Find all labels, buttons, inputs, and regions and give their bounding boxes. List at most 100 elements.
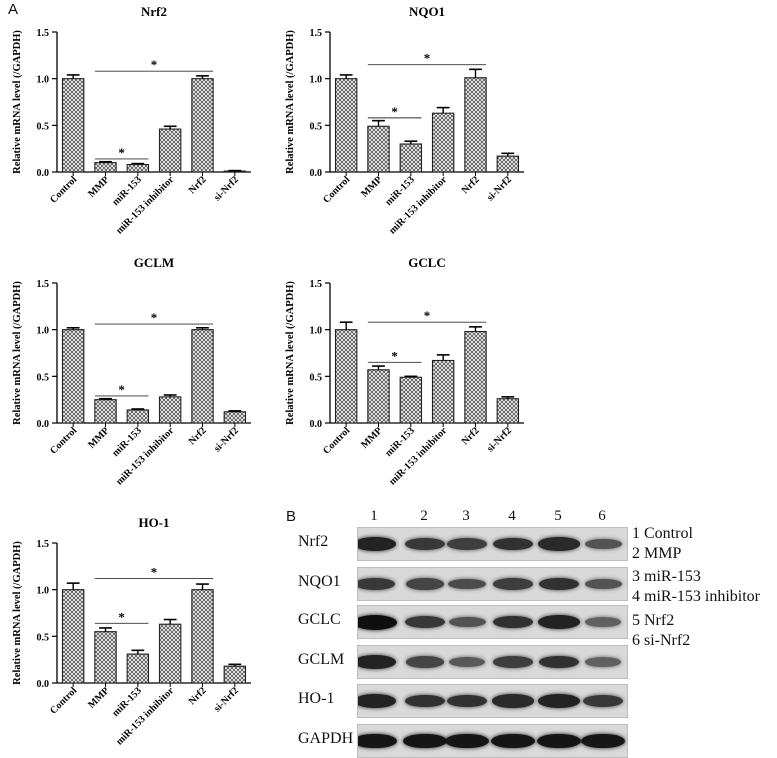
significance-star: * bbox=[151, 310, 158, 325]
bar bbox=[94, 399, 117, 424]
significance-star: * bbox=[118, 609, 125, 624]
blot-band bbox=[538, 615, 580, 629]
blot-band bbox=[492, 694, 534, 708]
chart-3: GCLC 0.0 0.5 1.0 1.5 Relative mRNA level (/GA… bbox=[285, 255, 524, 488]
x-tick-label: Control bbox=[48, 425, 79, 456]
bar bbox=[399, 376, 423, 424]
blot-row-label: GCLM bbox=[298, 651, 345, 668]
blot-strip bbox=[357, 605, 628, 639]
blot-band bbox=[538, 577, 580, 591]
bar bbox=[367, 369, 390, 424]
y-tick-label: 1.0 bbox=[37, 586, 50, 597]
blot-band bbox=[538, 655, 580, 669]
y-tick-label: 1.5 bbox=[310, 28, 323, 39]
blot-band bbox=[584, 578, 622, 590]
blot-strip bbox=[357, 684, 628, 718]
bar bbox=[496, 398, 520, 424]
blot-legend-item: 5 Nrf2 bbox=[632, 612, 675, 629]
blot-band bbox=[448, 656, 486, 668]
bar bbox=[223, 665, 247, 684]
blot-band bbox=[403, 733, 447, 749]
lane-number: 4 bbox=[508, 508, 516, 524]
blot-strip bbox=[357, 567, 628, 601]
chart-0: Nrf2 0.0 0.5 1.0 1.5 Relative mRNA level (/GA… bbox=[12, 4, 251, 237]
chart-title: Nrf2 bbox=[141, 4, 167, 19]
y-tick-label: 0.0 bbox=[37, 419, 50, 430]
chart-1: NQO1 0.0 0.5 1.0 1.5 Relative mRNA level (/GA… bbox=[285, 4, 524, 237]
blot-band bbox=[491, 733, 535, 749]
blot-row-label: NQO1 bbox=[298, 573, 341, 590]
blot-strip bbox=[357, 724, 628, 758]
bar bbox=[431, 112, 455, 173]
y-tick-label: 0.0 bbox=[310, 419, 323, 430]
panel-a-label: A bbox=[8, 1, 19, 18]
blot-band bbox=[358, 655, 396, 669]
blot-legend-item: 3 miR-153 bbox=[632, 568, 701, 585]
blot-legend-item: 6 si-Nrf2 bbox=[632, 632, 691, 649]
x-tick-label: Nrf2 bbox=[460, 174, 482, 196]
x-tick-label: miR-153 inhibitor bbox=[387, 174, 450, 237]
y-axis-label: Relative mRNA level (/GAPDH) bbox=[285, 30, 296, 174]
x-tick-label: MMP bbox=[359, 425, 384, 450]
significance-star: * bbox=[391, 348, 398, 363]
x-tick-label: miR-153 inhibitor bbox=[114, 174, 177, 237]
bar bbox=[158, 128, 182, 173]
bar bbox=[191, 329, 214, 424]
x-tick-label: Nrf2 bbox=[187, 174, 209, 196]
y-tick-label: 0.5 bbox=[37, 632, 50, 643]
x-tick-label: Control bbox=[321, 425, 352, 456]
blot-band bbox=[405, 615, 445, 629]
blot-band bbox=[448, 578, 486, 590]
x-tick-label: si-Nrf2 bbox=[212, 425, 241, 454]
lane-number: 2 bbox=[420, 508, 428, 524]
blot-band bbox=[493, 656, 533, 668]
blot-band bbox=[445, 733, 489, 749]
bar bbox=[399, 143, 423, 173]
blot-band bbox=[538, 694, 580, 708]
y-tick-label: 0.0 bbox=[310, 168, 323, 179]
bar bbox=[126, 653, 150, 684]
x-tick-label: Control bbox=[48, 174, 79, 205]
blot-band bbox=[358, 694, 396, 708]
bar bbox=[496, 155, 520, 173]
significance-star: * bbox=[118, 145, 125, 160]
blot-band bbox=[358, 614, 397, 630]
significance-star: * bbox=[151, 57, 158, 72]
x-tick-label: Nrf2 bbox=[187, 685, 209, 707]
lane-number: 5 bbox=[554, 508, 562, 524]
blot-band bbox=[538, 537, 580, 551]
chart-title: GCLC bbox=[408, 255, 446, 270]
chart-4: HO-1 0.0 0.5 1.0 1.5 Relative mRNA level (/GA… bbox=[12, 515, 251, 748]
x-tick-label: MMP bbox=[86, 174, 111, 199]
blot-strip bbox=[357, 527, 628, 561]
y-axis-label: Relative mRNA level (/GAPDH) bbox=[12, 281, 23, 425]
significance-star: * bbox=[424, 51, 431, 66]
y-axis-label: Relative mRNA level (/GAPDH) bbox=[285, 281, 296, 425]
x-tick-label: si-Nrf2 bbox=[212, 685, 241, 714]
x-tick-label: MMP bbox=[359, 174, 384, 199]
blot-band bbox=[585, 657, 621, 667]
bar bbox=[94, 631, 117, 684]
y-tick-label: 1.5 bbox=[37, 28, 50, 39]
y-tick-label: 0.5 bbox=[37, 121, 50, 132]
x-tick-label: Nrf2 bbox=[460, 425, 482, 447]
blot-band bbox=[584, 538, 622, 550]
bar bbox=[431, 359, 455, 424]
chart-title: GCLM bbox=[134, 255, 174, 270]
blot-band bbox=[358, 537, 396, 551]
chart-title: NQO1 bbox=[409, 4, 445, 19]
blot-band bbox=[492, 615, 534, 629]
blot-band bbox=[448, 616, 486, 628]
y-tick-label: 1.5 bbox=[310, 279, 323, 290]
x-tick-label: si-Nrf2 bbox=[212, 174, 241, 203]
y-tick-label: 1.0 bbox=[310, 75, 323, 86]
significance-star: * bbox=[424, 308, 431, 323]
x-tick-label: Control bbox=[321, 174, 352, 205]
lane-number: 1 bbox=[370, 508, 378, 524]
lane-number: 3 bbox=[462, 508, 470, 524]
blot-band bbox=[405, 578, 445, 590]
blot-row-label: GCLC bbox=[298, 611, 341, 628]
blot-band bbox=[405, 537, 445, 551]
x-tick-label: si-Nrf2 bbox=[485, 425, 514, 454]
